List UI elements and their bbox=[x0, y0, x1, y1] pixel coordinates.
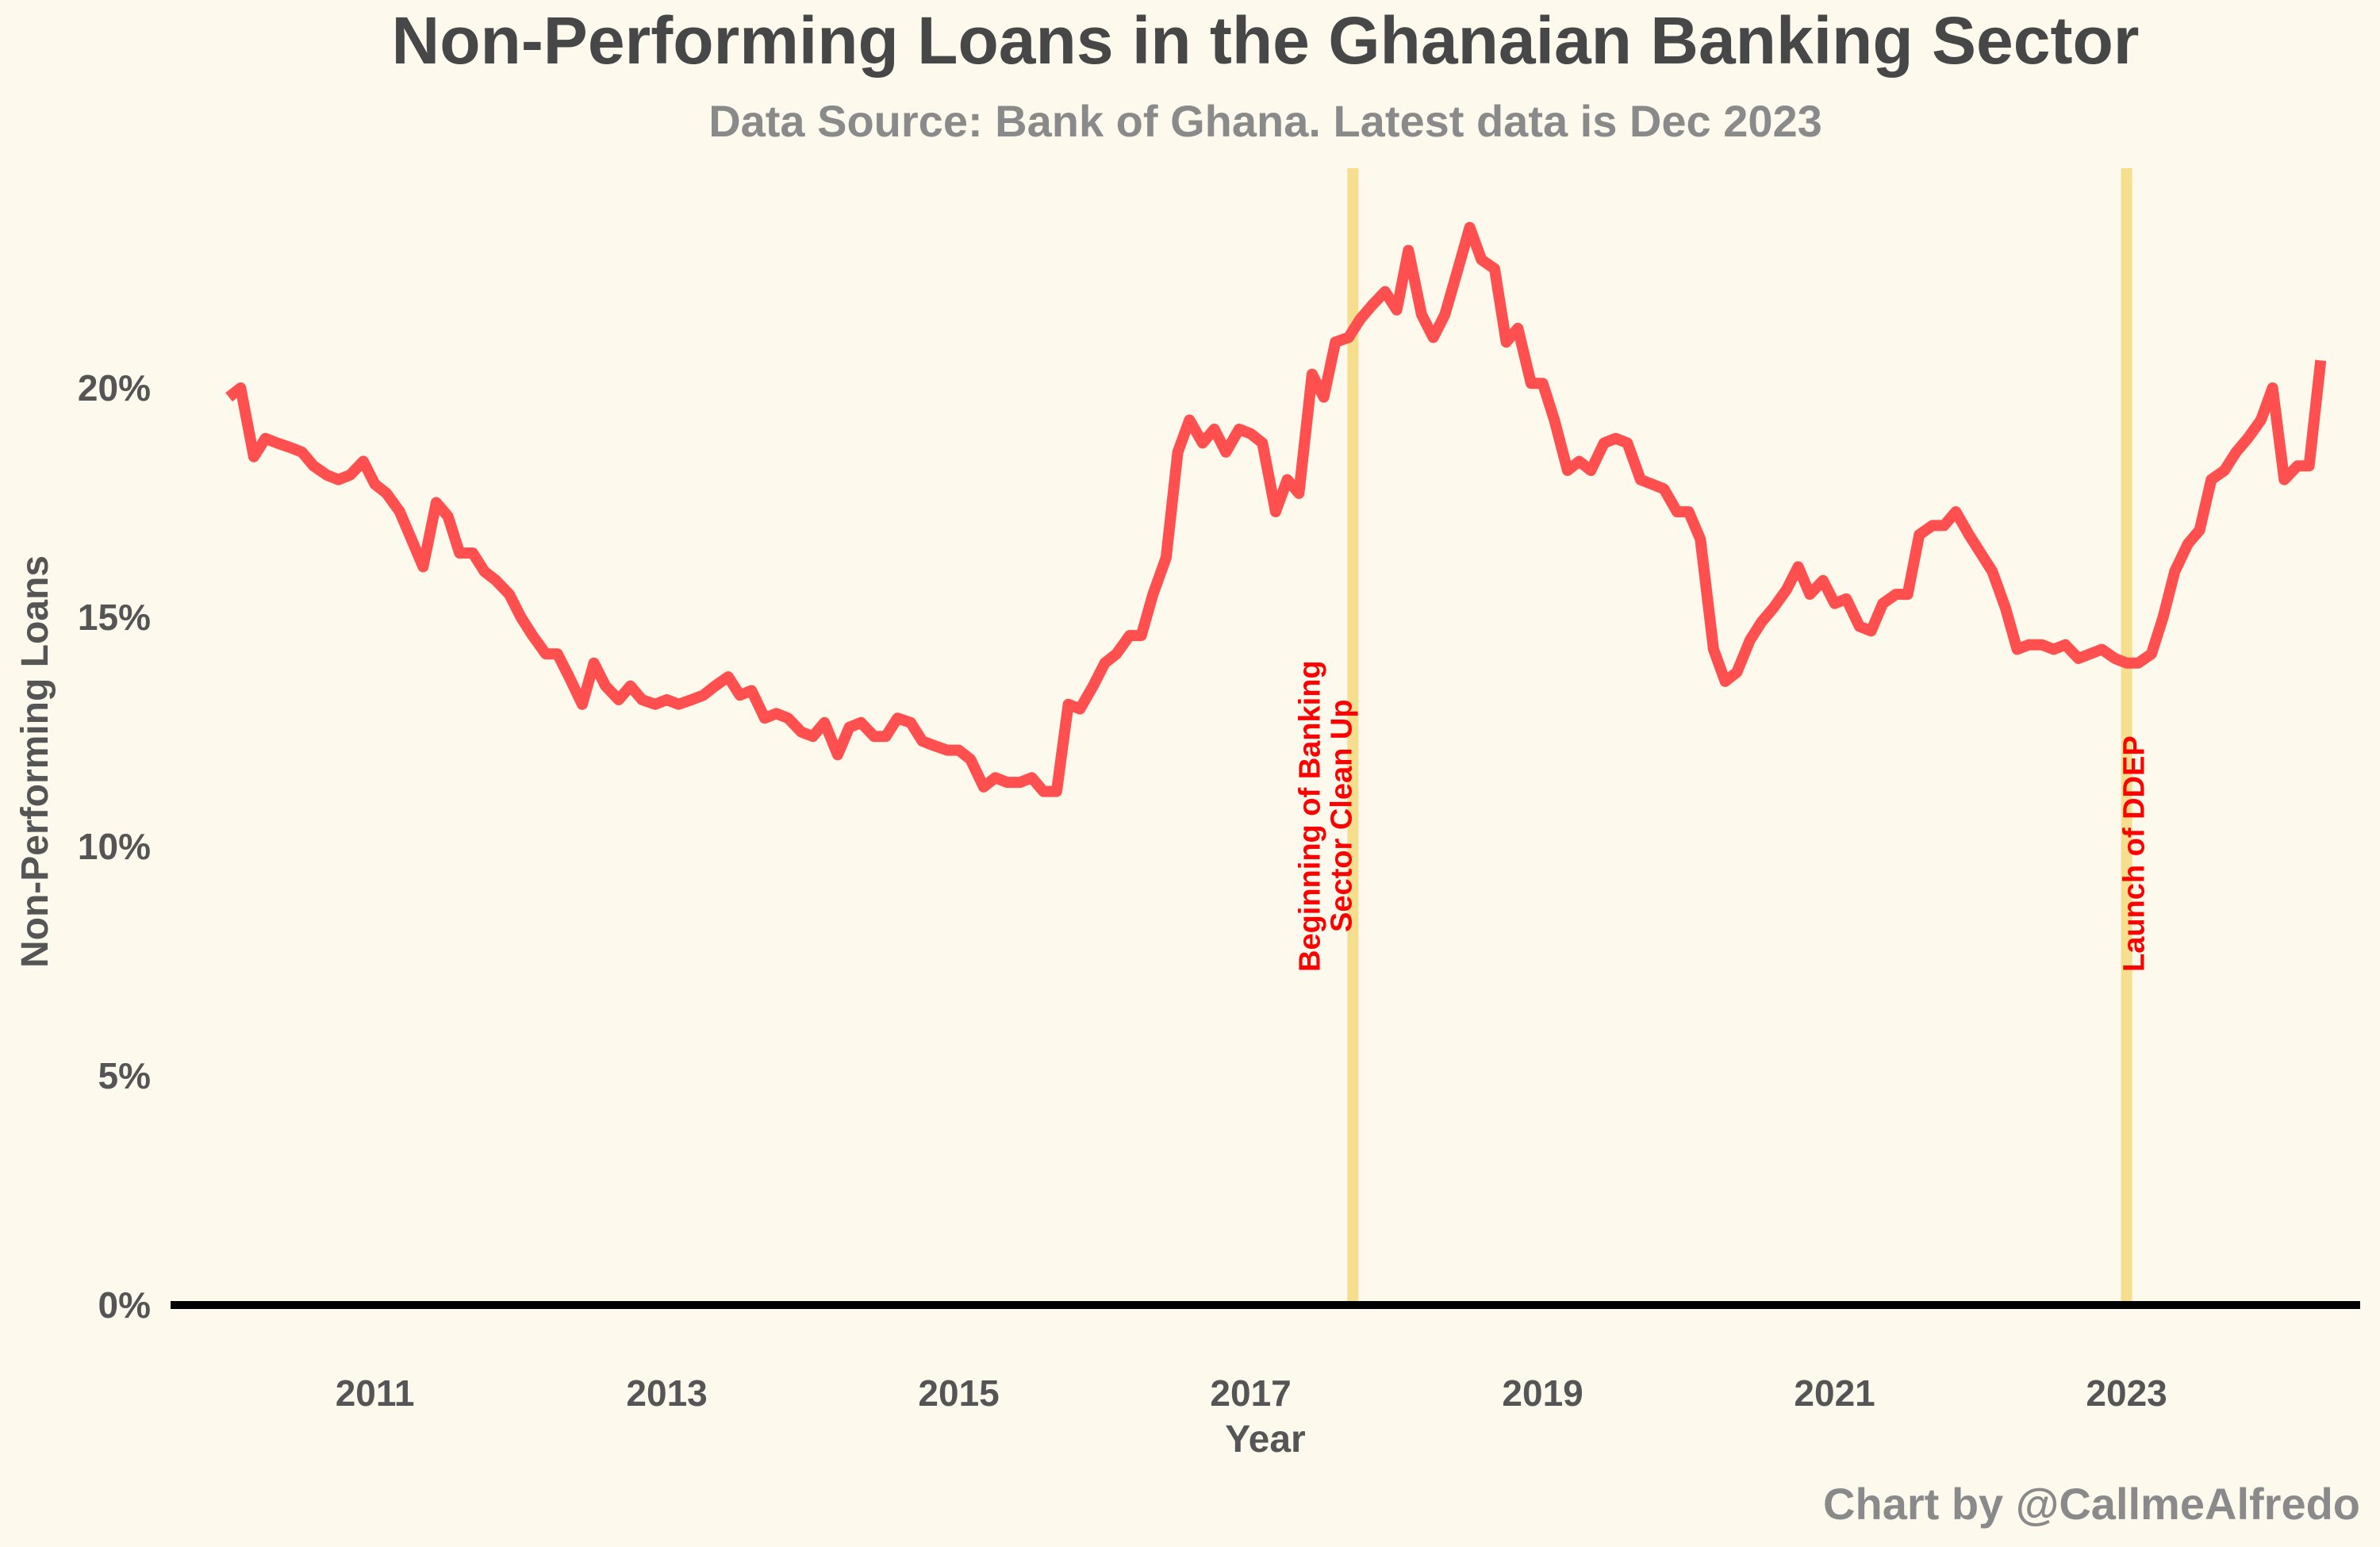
x-tick-label-6: 2023 bbox=[2086, 1372, 2167, 1414]
y-tick-label-4: 20% bbox=[78, 367, 151, 409]
y-tick-label-3: 15% bbox=[78, 597, 151, 638]
event-lines bbox=[1347, 168, 2132, 1305]
chart-title: Non-Performing Loans in the Ghanaian Ban… bbox=[392, 3, 2140, 78]
series-line-0 bbox=[225, 221, 2327, 797]
x-tick-label-2: 2015 bbox=[918, 1372, 999, 1414]
event-annotation-0-0: Beginning of Banking bbox=[1293, 660, 1326, 972]
x-tick-label-0: 2011 bbox=[336, 1372, 415, 1414]
y-axis-label: Non-Performing Loans bbox=[14, 555, 56, 968]
y-tick-label-2: 10% bbox=[78, 826, 151, 867]
event-annotation-0-1: Sector Clean Up bbox=[1325, 699, 1358, 932]
chart-credit: Chart by @CallmeAlfredo bbox=[1823, 1479, 2360, 1529]
x-tick-label-5: 2021 bbox=[1794, 1372, 1875, 1414]
x-tick-label-1: 2013 bbox=[626, 1372, 707, 1414]
y-tick-label-0: 0% bbox=[98, 1284, 151, 1326]
y-tick-label-1: 5% bbox=[98, 1055, 151, 1096]
y-axis-ticks: 0% 5% 10% 15% 20% bbox=[78, 367, 151, 1326]
x-axis-label: Year bbox=[1225, 1418, 1305, 1461]
x-tick-label-3: 2017 bbox=[1210, 1372, 1291, 1414]
chart-subtitle: Data Source: Bank of Ghana. Latest data … bbox=[708, 96, 1822, 146]
x-tick-label-4: 2019 bbox=[1502, 1372, 1583, 1414]
x-axis-ticks: 2011 2013 2015 2017 2019 2021 2023 bbox=[336, 1372, 2167, 1414]
series-group bbox=[225, 221, 2327, 797]
event-annotation-1-0: Launch of DDEP bbox=[2118, 735, 2152, 972]
